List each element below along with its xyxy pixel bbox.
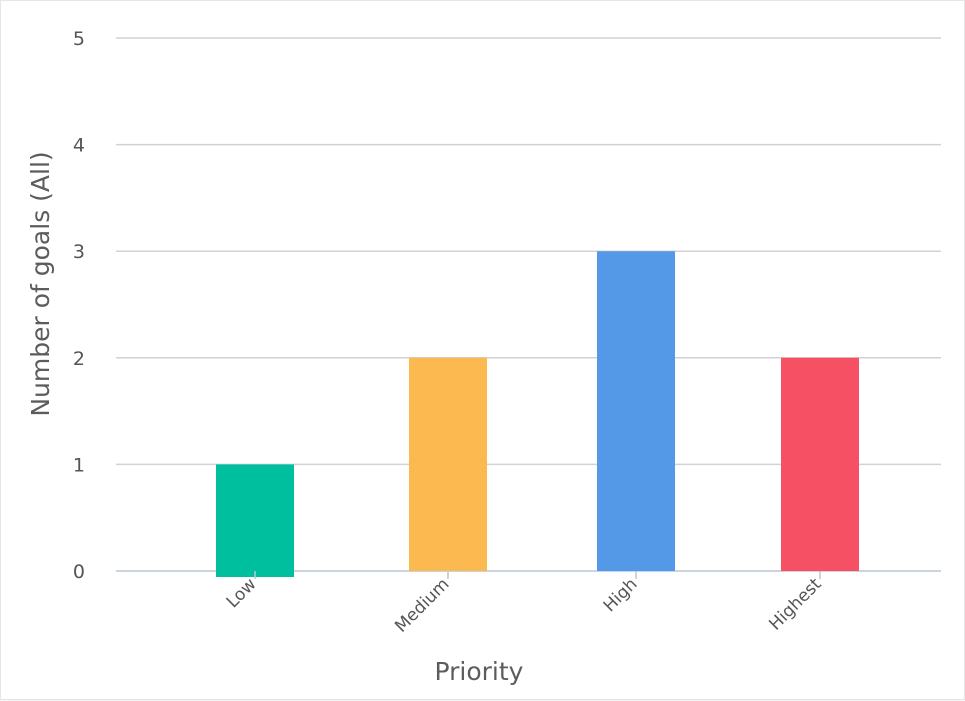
bars xyxy=(216,251,859,577)
x-tick-label: Low xyxy=(223,574,261,612)
y-tick-label: 4 xyxy=(73,135,85,157)
bar-low[interactable] xyxy=(216,464,294,577)
x-tick-label: High xyxy=(600,574,642,616)
y-tick-label: 3 xyxy=(73,241,85,263)
y-tick-label: 2 xyxy=(73,348,85,370)
y-tick-label: 5 xyxy=(73,28,85,50)
x-tick-label: Medium xyxy=(391,574,453,636)
x-axis-title: Priority xyxy=(435,657,524,686)
x-tick-label: Highest xyxy=(765,574,825,634)
bar-high[interactable] xyxy=(597,251,675,571)
y-tick-labels: 0 1 2 3 4 5 xyxy=(73,28,85,583)
y-tick-label: 0 xyxy=(73,561,85,583)
bar-highest[interactable] xyxy=(781,357,859,571)
x-tick-labels: Low Medium High Highest xyxy=(223,571,826,637)
y-axis-title: Number of goals (All) xyxy=(26,151,55,416)
bar-medium[interactable] xyxy=(409,357,487,571)
y-tick-label: 1 xyxy=(73,454,85,476)
